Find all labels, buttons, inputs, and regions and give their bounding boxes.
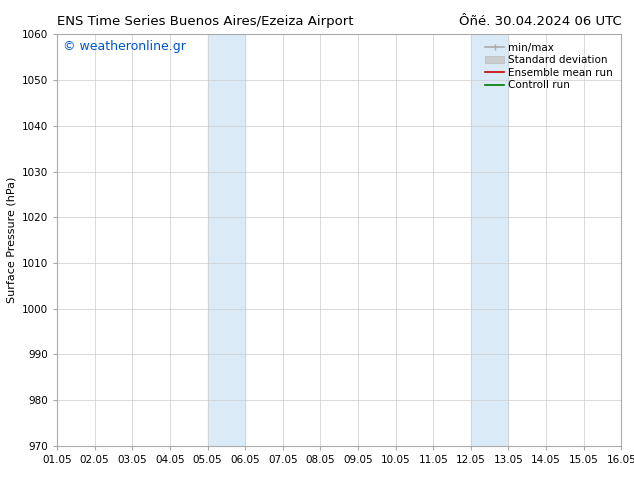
Text: ENS Time Series Buenos Aires/Ezeiza Airport: ENS Time Series Buenos Aires/Ezeiza Airp… xyxy=(57,15,354,28)
Bar xyxy=(207,34,245,446)
Y-axis label: Surface Pressure (hPa): Surface Pressure (hPa) xyxy=(6,177,16,303)
Text: Ôñé. 30.04.2024 06 UTC: Ôñé. 30.04.2024 06 UTC xyxy=(458,15,621,28)
Legend: min/max, Standard deviation, Ensemble mean run, Controll run: min/max, Standard deviation, Ensemble me… xyxy=(482,40,616,94)
Bar xyxy=(471,34,508,446)
Text: © weatheronline.gr: © weatheronline.gr xyxy=(63,41,186,53)
